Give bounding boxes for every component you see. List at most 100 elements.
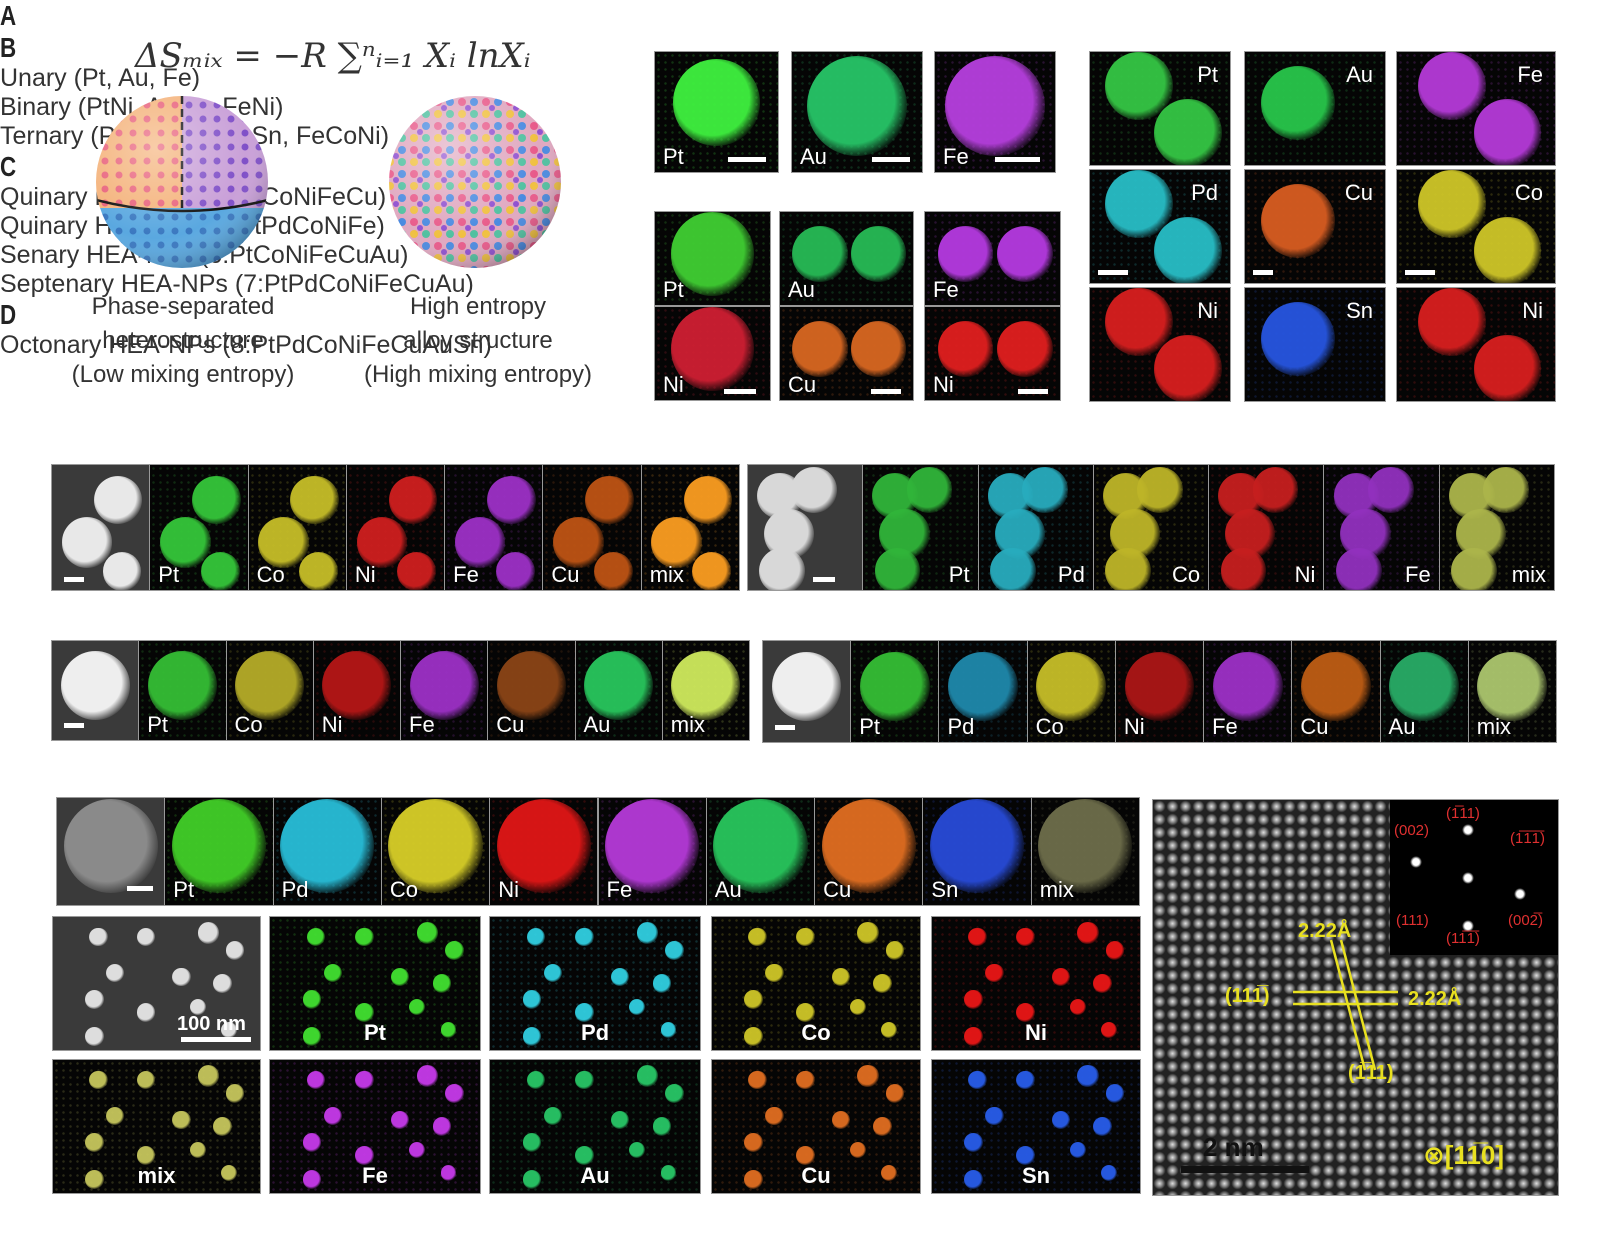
element-map: Sn (1244, 287, 1386, 402)
particle (445, 940, 465, 960)
particle (937, 225, 994, 282)
element-map: mix (1030, 797, 1140, 906)
element-label: Ni (933, 372, 954, 397)
phase-separated-sphere (96, 96, 268, 268)
particle (1124, 651, 1195, 722)
element-map: Au (779, 211, 914, 306)
element-map: Cu (711, 1059, 921, 1194)
particle (192, 475, 241, 525)
particle (1100, 1022, 1117, 1039)
particle (791, 467, 838, 513)
element-label: Au (580, 1163, 610, 1188)
lattice-lines (1293, 939, 1398, 1071)
element-label: Pt (1197, 62, 1218, 87)
element-label: Fe (1517, 62, 1543, 87)
particle (322, 651, 392, 721)
element-label: Cu (788, 372, 817, 397)
particle (440, 1165, 457, 1182)
particle (290, 475, 340, 525)
scale-bar (871, 389, 901, 394)
particle (1036, 651, 1107, 722)
particle (652, 974, 672, 993)
element-map: Pt (862, 464, 979, 591)
particle (652, 1117, 672, 1136)
particle (136, 1003, 156, 1023)
particle (1077, 922, 1099, 944)
scale-bar-label: 2 nm (1203, 1132, 1264, 1162)
particle (873, 1117, 892, 1136)
particle (432, 1117, 452, 1136)
particle (189, 999, 206, 1016)
particle (610, 1110, 630, 1130)
scale-bar (1018, 389, 1048, 394)
element-label: Ni (1522, 298, 1543, 323)
element-label: Co (1172, 562, 1201, 587)
element-label: Au (788, 277, 815, 302)
element-label: Fe (1212, 714, 1238, 739)
element-map: Ni (489, 797, 599, 906)
particle (355, 1070, 374, 1090)
particle (885, 1083, 905, 1103)
element-label: Pt (663, 277, 684, 302)
element-label: Pt (173, 877, 195, 902)
element-label: Pd (281, 877, 309, 902)
element-map: Au (705, 797, 816, 906)
particle (213, 1117, 233, 1136)
haadf-image: 100 nm (52, 916, 261, 1051)
particle (1051, 1110, 1071, 1130)
element-map: Co (247, 464, 347, 591)
particle (849, 1142, 866, 1159)
diffraction-label: (11̅1̅) (1446, 930, 1480, 947)
element-map: Pd (977, 464, 1094, 591)
particle (496, 651, 566, 721)
particle (543, 1106, 563, 1126)
scale-bar (775, 725, 795, 730)
particle (765, 1106, 784, 1126)
particle (1038, 799, 1133, 894)
element-label: Sn (931, 877, 959, 902)
particle (440, 1022, 457, 1039)
element-label: Pt (147, 712, 169, 737)
particle (748, 1070, 768, 1090)
particle (1069, 999, 1086, 1016)
element-map: Pt (850, 640, 940, 743)
particle (543, 963, 563, 983)
particle (526, 927, 546, 947)
element-label: Ni (321, 712, 343, 737)
particle (670, 212, 755, 296)
element-map: Co (1026, 640, 1116, 743)
element-label: Sn (1346, 298, 1373, 323)
particle (1260, 65, 1336, 141)
element-label: Cu (823, 877, 852, 902)
particle (929, 799, 1025, 894)
particle (355, 1146, 374, 1166)
particle (302, 990, 322, 1009)
scale-bar (1181, 1166, 1309, 1173)
particle (496, 799, 591, 894)
element-map: Ni (1089, 287, 1231, 402)
diffraction-spot (1410, 856, 1422, 868)
particle (880, 1165, 897, 1182)
group-title: Septenary HEA-NPs (7:PtPdCoNiFeCuAu) (0, 270, 474, 298)
particle (189, 1142, 206, 1159)
particle (857, 922, 879, 944)
particle (831, 967, 851, 987)
element-label: Fe (933, 277, 959, 302)
particle (997, 320, 1053, 377)
element-map: Pt (654, 51, 779, 173)
hrtem-image: (002) (1̅11) (1̅1̅1̅) (111) (11̅1̅) (002̅) 2.2… (1152, 799, 1559, 1196)
particle (1451, 548, 1497, 590)
particle (660, 1022, 677, 1039)
particle (85, 1027, 104, 1046)
particle (409, 651, 479, 721)
particle (968, 1070, 988, 1090)
element-label: Pd (947, 714, 975, 739)
element-label: Fe (1405, 562, 1431, 587)
element-label: Co (1035, 714, 1064, 739)
element-map: Ni (312, 640, 402, 741)
particle (89, 1070, 108, 1090)
panel-label: A (0, 0, 17, 31)
particle (744, 990, 763, 1009)
particle (796, 927, 815, 947)
caption: (Low mixing entropy) (71, 361, 295, 388)
